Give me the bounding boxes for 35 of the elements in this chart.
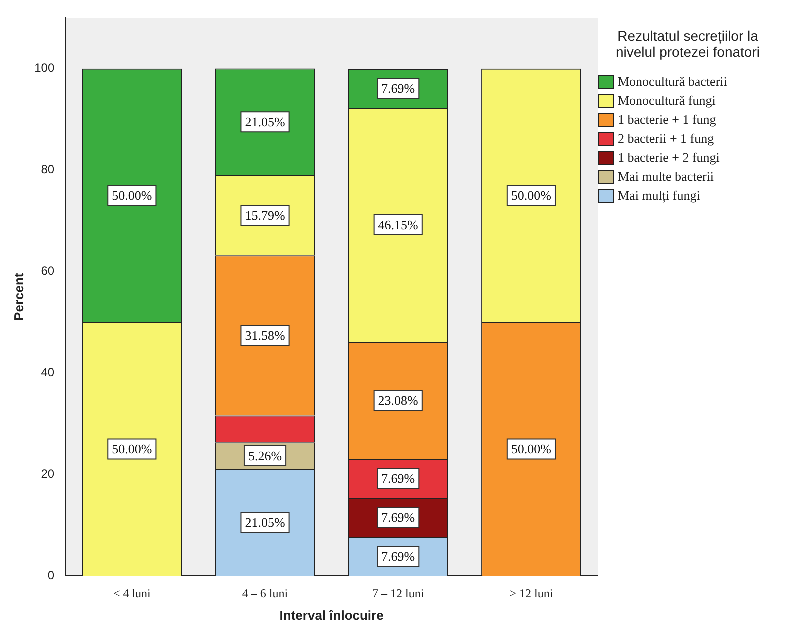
- legend-label: 1 bacterie + 2 fungi: [618, 150, 720, 166]
- y-tick-label: 40: [41, 365, 55, 380]
- y-tick-label: 60: [41, 264, 55, 278]
- data-label: 15.79%: [245, 208, 286, 223]
- y-tick-label: 20: [41, 466, 55, 481]
- legend-label: Monocultură fungi: [618, 93, 716, 109]
- legend-title: Rezultatul secrețiilor la nivelul protezei fonatori: [615, 28, 761, 60]
- y-tick-label: 0: [48, 568, 55, 582]
- data-label: 7.69%: [382, 510, 416, 525]
- data-label: 50.00%: [511, 188, 552, 204]
- y-axis-title: Percent: [11, 272, 26, 321]
- data-label: 23.08%: [378, 392, 419, 408]
- legend-label: 2 bacterii + 1 fung: [618, 131, 714, 147]
- data-label: 7.69%: [382, 470, 416, 486]
- y-tick-label: 80: [41, 162, 55, 177]
- data-label: 50.00%: [112, 188, 152, 204]
- data-label: 7.69%: [382, 80, 416, 96]
- legend-label: Mai mulți fungi: [618, 188, 700, 204]
- x-tick-label: 4 – 6 luni: [242, 586, 289, 600]
- data-label: 46.15%: [378, 217, 419, 232]
- data-label: 21.05%: [245, 515, 286, 530]
- data-label: 7.69%: [382, 548, 416, 564]
- data-label: 21.05%: [245, 114, 286, 130]
- x-tick-label: < 4 luni: [113, 586, 152, 600]
- legend-label: Mai multe bacterii: [618, 169, 714, 185]
- x-tick-label: 7 – 12 luni: [372, 586, 425, 600]
- y-tick-label: 100: [34, 61, 55, 76]
- legend-label: 1 bacterie + 1 fung: [618, 112, 716, 128]
- data-label: 31.58%: [245, 328, 286, 344]
- data-label: 50.00%: [112, 442, 152, 457]
- x-axis-title: Interval înlocuire: [280, 608, 384, 623]
- data-label: 5.26%: [248, 448, 282, 464]
- x-tick-label: > 12 luni: [510, 586, 554, 600]
- legend-label: Monocultură bacterii: [618, 74, 728, 90]
- data-label: 50.00%: [511, 442, 552, 457]
